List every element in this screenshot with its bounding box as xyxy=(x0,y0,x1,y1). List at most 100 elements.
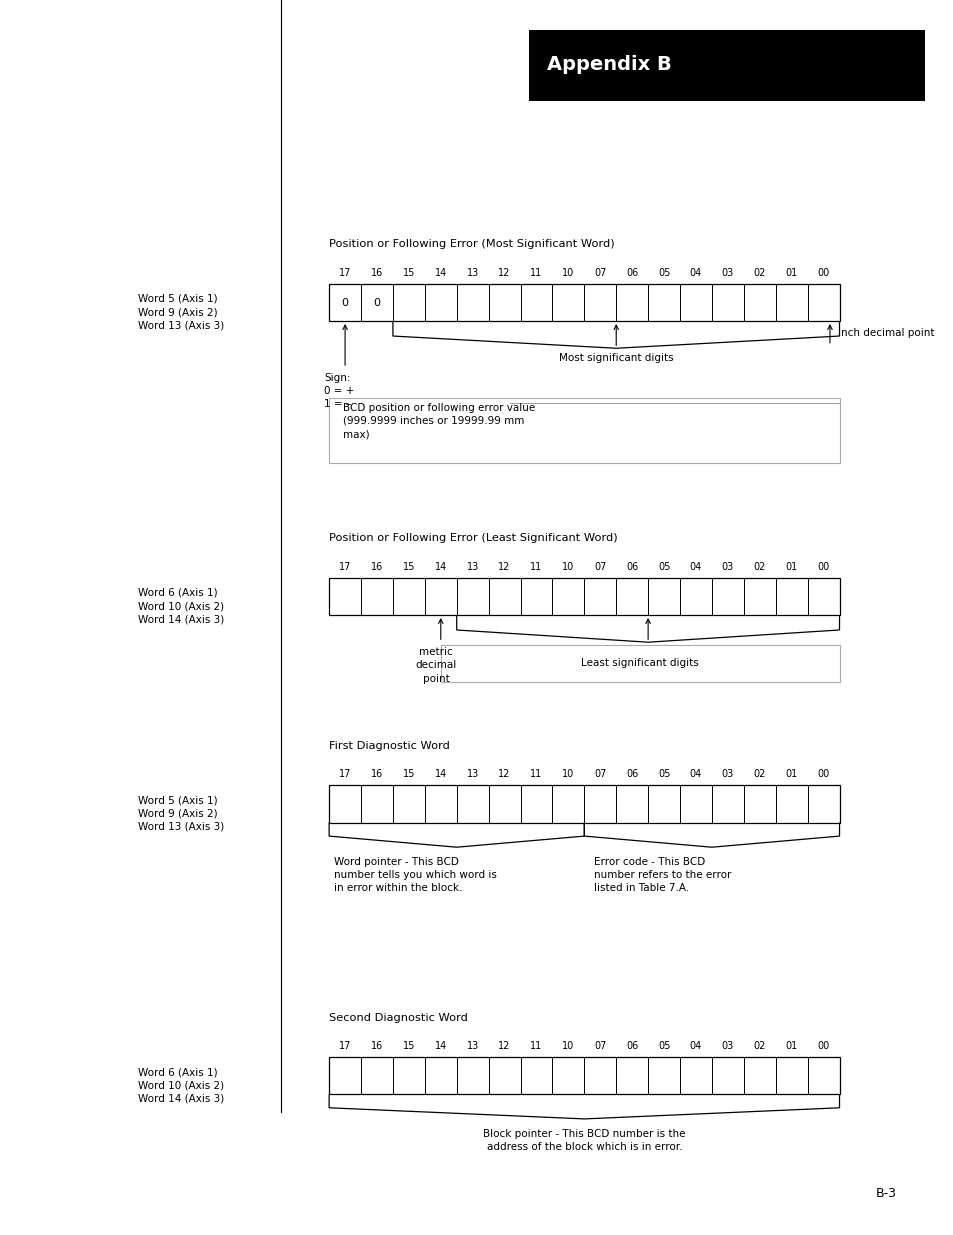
Text: 05: 05 xyxy=(658,1041,670,1051)
Text: 11: 11 xyxy=(530,562,542,572)
Text: 04: 04 xyxy=(689,769,701,779)
Text: 04: 04 xyxy=(689,562,701,572)
Text: 02: 02 xyxy=(753,562,765,572)
Text: Position or Following Error (Most Significant Word): Position or Following Error (Most Signif… xyxy=(329,240,614,249)
Text: Word 5 (Axis 1)
Word 9 (Axis 2)
Word 13 (Axis 3): Word 5 (Axis 1) Word 9 (Axis 2) Word 13 … xyxy=(138,795,224,831)
Text: Most significant digits: Most significant digits xyxy=(558,353,673,363)
Text: 06: 06 xyxy=(625,562,638,572)
Text: 02: 02 xyxy=(753,268,765,278)
Text: 13: 13 xyxy=(466,769,478,779)
Text: 12: 12 xyxy=(497,769,510,779)
Bar xyxy=(329,578,839,615)
Text: 12: 12 xyxy=(497,562,510,572)
Text: Block pointer - This BCD number is the
address of the block which is in error.: Block pointer - This BCD number is the a… xyxy=(482,1129,685,1152)
Text: 13: 13 xyxy=(466,1041,478,1051)
Text: 06: 06 xyxy=(625,268,638,278)
Bar xyxy=(329,1057,839,1094)
Text: 14: 14 xyxy=(435,268,446,278)
Text: 17: 17 xyxy=(338,268,351,278)
Text: 16: 16 xyxy=(371,769,383,779)
Text: 07: 07 xyxy=(594,268,606,278)
Text: Word 6 (Axis 1)
Word 10 (Axis 2)
Word 14 (Axis 3): Word 6 (Axis 1) Word 10 (Axis 2) Word 14… xyxy=(138,588,224,624)
Text: 01: 01 xyxy=(784,562,797,572)
Text: 05: 05 xyxy=(658,562,670,572)
Text: inch decimal point: inch decimal point xyxy=(837,329,933,338)
Text: 07: 07 xyxy=(594,1041,606,1051)
Text: 03: 03 xyxy=(721,562,733,572)
Text: Error code - This BCD
number refers to the error
listed in Table 7.A.: Error code - This BCD number refers to t… xyxy=(593,857,730,893)
Text: 10: 10 xyxy=(561,1041,574,1051)
Text: 01: 01 xyxy=(784,769,797,779)
Text: 02: 02 xyxy=(753,1041,765,1051)
Text: BCD position or following error value
(999.9999 inches or 19999.99 mm
max): BCD position or following error value (9… xyxy=(343,403,536,438)
Text: 16: 16 xyxy=(371,1041,383,1051)
Text: Least significant digits: Least significant digits xyxy=(580,658,699,668)
Text: 00: 00 xyxy=(817,562,829,572)
Text: 06: 06 xyxy=(625,769,638,779)
Bar xyxy=(529,30,924,101)
Text: 15: 15 xyxy=(402,769,415,779)
Text: 10: 10 xyxy=(561,769,574,779)
Text: Appendix B: Appendix B xyxy=(546,54,671,74)
Text: Word 6 (Axis 1)
Word 10 (Axis 2)
Word 14 (Axis 3): Word 6 (Axis 1) Word 10 (Axis 2) Word 14… xyxy=(138,1067,224,1103)
Text: 12: 12 xyxy=(497,268,510,278)
Text: Position or Following Error (Least Significant Word): Position or Following Error (Least Signi… xyxy=(329,534,618,543)
Text: Sign:
0 = +
1 = –: Sign: 0 = + 1 = – xyxy=(324,373,355,409)
Text: Word pointer - This BCD
number tells you which word is
in error within the block: Word pointer - This BCD number tells you… xyxy=(334,857,497,893)
Text: 11: 11 xyxy=(530,1041,542,1051)
Text: metric
decimal
point: metric decimal point xyxy=(415,647,456,683)
Text: 0: 0 xyxy=(341,298,348,308)
Bar xyxy=(329,785,839,823)
Text: 16: 16 xyxy=(371,562,383,572)
Text: Word 5 (Axis 1)
Word 9 (Axis 2)
Word 13 (Axis 3): Word 5 (Axis 1) Word 9 (Axis 2) Word 13 … xyxy=(138,294,224,330)
Bar xyxy=(440,645,839,682)
Text: 01: 01 xyxy=(784,1041,797,1051)
Text: 07: 07 xyxy=(594,769,606,779)
Text: 03: 03 xyxy=(721,769,733,779)
Text: 15: 15 xyxy=(402,562,415,572)
Text: 10: 10 xyxy=(561,562,574,572)
Text: Second Diagnostic Word: Second Diagnostic Word xyxy=(329,1013,468,1023)
Text: 04: 04 xyxy=(689,268,701,278)
Text: 14: 14 xyxy=(435,769,446,779)
Text: 15: 15 xyxy=(402,268,415,278)
Text: 13: 13 xyxy=(466,562,478,572)
Text: 16: 16 xyxy=(371,268,383,278)
Text: 17: 17 xyxy=(338,562,351,572)
Text: 05: 05 xyxy=(658,268,670,278)
Text: B-3: B-3 xyxy=(875,1187,896,1200)
Text: 17: 17 xyxy=(338,769,351,779)
Text: 01: 01 xyxy=(784,268,797,278)
Text: 02: 02 xyxy=(753,769,765,779)
Text: First Diagnostic Word: First Diagnostic Word xyxy=(329,741,450,751)
Text: 11: 11 xyxy=(530,769,542,779)
Bar xyxy=(329,398,839,463)
Text: 03: 03 xyxy=(721,268,733,278)
Bar xyxy=(329,284,839,321)
Text: 07: 07 xyxy=(594,562,606,572)
Text: 14: 14 xyxy=(435,562,446,572)
Text: 06: 06 xyxy=(625,1041,638,1051)
Text: 10: 10 xyxy=(561,268,574,278)
Text: 11: 11 xyxy=(530,268,542,278)
Text: 03: 03 xyxy=(721,1041,733,1051)
Text: 04: 04 xyxy=(689,1041,701,1051)
Text: 00: 00 xyxy=(817,769,829,779)
Text: 17: 17 xyxy=(338,1041,351,1051)
Text: 00: 00 xyxy=(817,268,829,278)
Text: 13: 13 xyxy=(466,268,478,278)
Text: 05: 05 xyxy=(658,769,670,779)
Text: 12: 12 xyxy=(497,1041,510,1051)
Text: 15: 15 xyxy=(402,1041,415,1051)
Text: 00: 00 xyxy=(817,1041,829,1051)
Text: 0: 0 xyxy=(373,298,380,308)
Text: 14: 14 xyxy=(435,1041,446,1051)
